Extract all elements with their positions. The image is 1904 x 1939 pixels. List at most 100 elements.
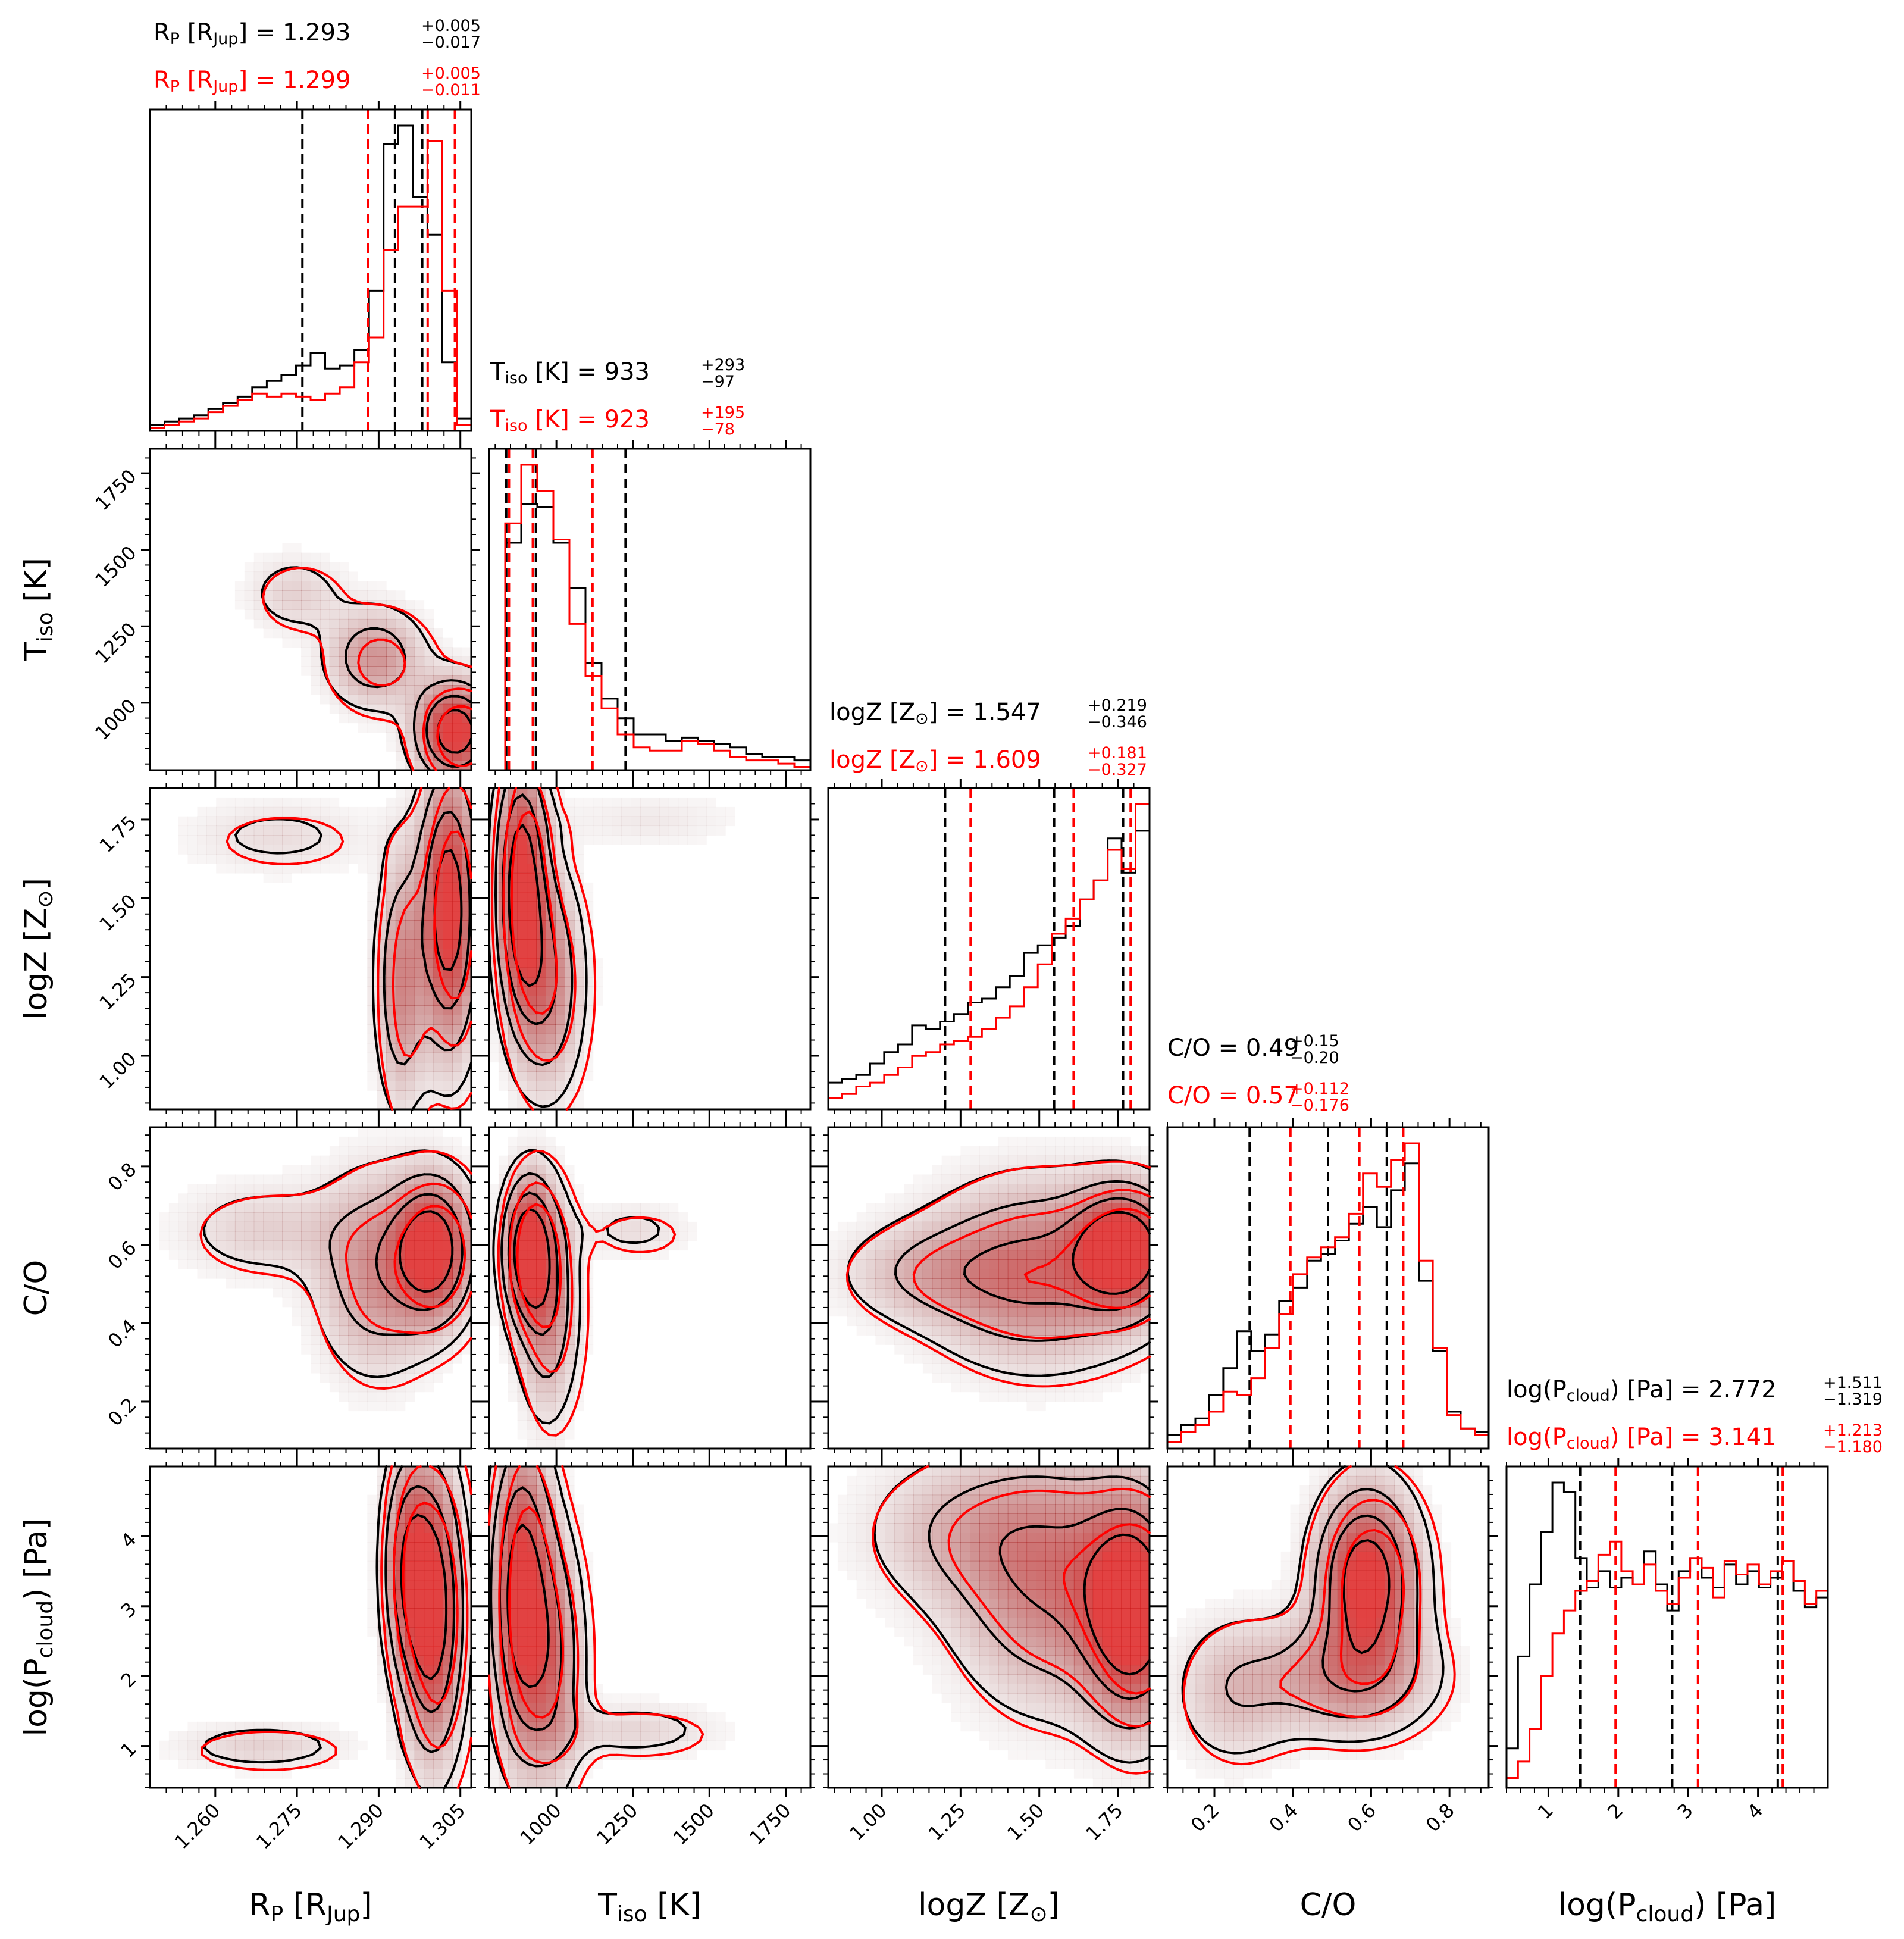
density-cell [339,1344,349,1355]
density-cell [358,618,368,629]
density-cell [311,553,320,562]
density-cell [415,600,424,609]
density-cell [396,798,405,807]
density-cell [424,666,434,676]
density-cell [546,1382,556,1393]
density-cell [282,609,292,620]
density-cell [292,1231,302,1241]
density-cell [415,1127,424,1137]
density-cell [499,1081,508,1090]
density-cell [253,1231,264,1241]
density-cell [424,1344,434,1355]
density-cell [320,1250,330,1260]
y-tick-label: 1.75 [95,811,140,857]
density-cell [395,958,406,968]
density-cell [348,694,358,705]
density-cell [659,835,669,845]
density-cell [621,835,631,845]
density-cell [245,581,254,590]
density-cell [396,807,405,817]
density-cell [188,1184,198,1193]
density-cell [311,1231,321,1241]
density-cell [367,618,377,629]
density-cell [414,1250,425,1260]
density-cell [386,1335,396,1345]
density-cell [292,825,302,836]
density-cell [188,1203,198,1212]
density-cell [386,1344,396,1355]
density-cell [555,1071,565,1081]
density-cell [405,637,415,648]
density-cell [292,1184,301,1193]
density-cell [301,609,311,620]
density-cell [311,1269,321,1279]
density-cell [517,1062,528,1072]
density-cell [320,562,330,572]
density-cell [555,1439,565,1449]
density-cell [339,666,349,676]
density-cell [235,581,245,590]
density-cell [546,1033,556,1044]
density-cell [640,826,650,836]
density-cell [367,590,377,600]
density-cell [386,882,396,893]
density-cell [536,1382,546,1393]
density-cell [253,571,264,581]
density-cell [273,1278,283,1288]
density-cell [405,939,415,949]
density-cell [254,1184,264,1193]
density-cell [433,1005,443,1015]
density-cell [489,1053,499,1062]
density-cell [395,1165,406,1175]
density-cell [320,618,330,629]
density-cell [216,1231,226,1241]
density-cell [292,864,301,873]
density-cell [386,1354,396,1364]
density-cell [536,1259,546,1269]
density-cell [339,562,349,572]
title-tiso-red: Tiso [K] = 923 +195 −78 [490,404,745,439]
density-cell [546,1297,556,1308]
density-cell [386,666,396,676]
density-cell [386,1306,396,1317]
density-cell [367,694,377,705]
density-cell [443,920,453,930]
density-cell [349,1137,358,1146]
density-cell [386,1193,396,1203]
density-cell [235,590,245,600]
density-cell [339,618,349,629]
density-cell [367,590,377,601]
density-cell [282,600,292,610]
density-cell [311,1344,320,1354]
density-cell [358,609,368,620]
density-cell [358,835,367,845]
density-cell [320,1231,330,1241]
density-cell [386,1127,396,1137]
density-cell [405,628,415,639]
density-cell [282,581,292,591]
density-cell [517,845,528,855]
density-cell [405,713,415,724]
density-cell [216,864,226,873]
density-cell [311,1212,321,1222]
density-cell [264,1278,273,1288]
density-cell [216,1269,226,1278]
density-cell [282,1212,292,1222]
hist-panel-tiso [488,440,812,779]
density-cell [206,1231,217,1241]
density-cell [367,1005,377,1015]
density-cell [358,723,367,733]
density-cell [273,1203,283,1213]
density-cell [433,1165,443,1175]
density-cell [358,1288,368,1298]
density-cell [546,1439,555,1449]
density-cell [282,1250,292,1260]
density-cell [197,1250,206,1260]
density-cell [367,902,377,911]
density-cell [264,562,273,572]
density-cell [395,751,406,761]
density-cell [367,1288,377,1298]
density-cell [253,600,264,610]
density-cell [320,1354,330,1363]
density-cell [386,1316,396,1327]
